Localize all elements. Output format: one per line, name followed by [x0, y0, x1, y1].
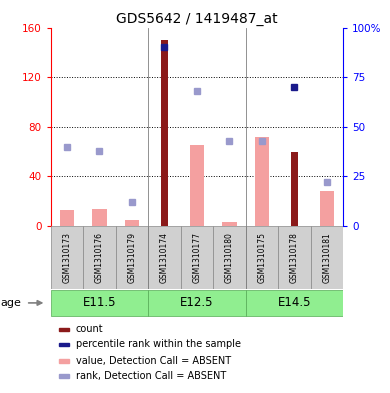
- Text: GSM1310177: GSM1310177: [192, 232, 202, 283]
- Bar: [59, 359, 69, 363]
- Text: count: count: [76, 325, 103, 334]
- Bar: [60, 210, 74, 226]
- Bar: [161, 40, 168, 226]
- Text: value, Detection Call = ABSENT: value, Detection Call = ABSENT: [76, 356, 231, 366]
- Bar: [148, 290, 246, 316]
- Bar: [92, 209, 107, 226]
- Text: GSM1310173: GSM1310173: [62, 232, 71, 283]
- Text: GSM1310174: GSM1310174: [160, 232, 169, 283]
- Text: GSM1310175: GSM1310175: [257, 232, 266, 283]
- Bar: [181, 226, 213, 288]
- Bar: [148, 226, 181, 288]
- Text: GSM1310178: GSM1310178: [290, 232, 299, 283]
- Text: GSM1310179: GSM1310179: [128, 232, 136, 283]
- Bar: [51, 290, 148, 316]
- Bar: [246, 226, 278, 288]
- Text: GSM1310176: GSM1310176: [95, 232, 104, 283]
- Text: rank, Detection Call = ABSENT: rank, Detection Call = ABSENT: [76, 371, 226, 381]
- Bar: [213, 226, 246, 288]
- Bar: [190, 145, 204, 226]
- Bar: [311, 226, 343, 288]
- Text: E12.5: E12.5: [180, 296, 214, 309]
- Bar: [246, 290, 343, 316]
- Text: E14.5: E14.5: [278, 296, 311, 309]
- Bar: [59, 343, 69, 346]
- Text: E11.5: E11.5: [83, 296, 116, 309]
- Text: GSM1310180: GSM1310180: [225, 232, 234, 283]
- Text: age: age: [0, 298, 21, 308]
- Bar: [125, 220, 139, 226]
- Title: GDS5642 / 1419487_at: GDS5642 / 1419487_at: [116, 13, 278, 26]
- Text: percentile rank within the sample: percentile rank within the sample: [76, 340, 241, 349]
- Bar: [116, 226, 148, 288]
- Bar: [59, 328, 69, 331]
- Bar: [59, 374, 69, 378]
- Bar: [255, 137, 269, 226]
- Bar: [83, 226, 116, 288]
- Bar: [320, 191, 334, 226]
- Bar: [291, 152, 298, 226]
- Bar: [51, 226, 83, 288]
- Bar: [222, 222, 237, 226]
- Bar: [278, 226, 311, 288]
- Text: GSM1310181: GSM1310181: [323, 232, 332, 283]
